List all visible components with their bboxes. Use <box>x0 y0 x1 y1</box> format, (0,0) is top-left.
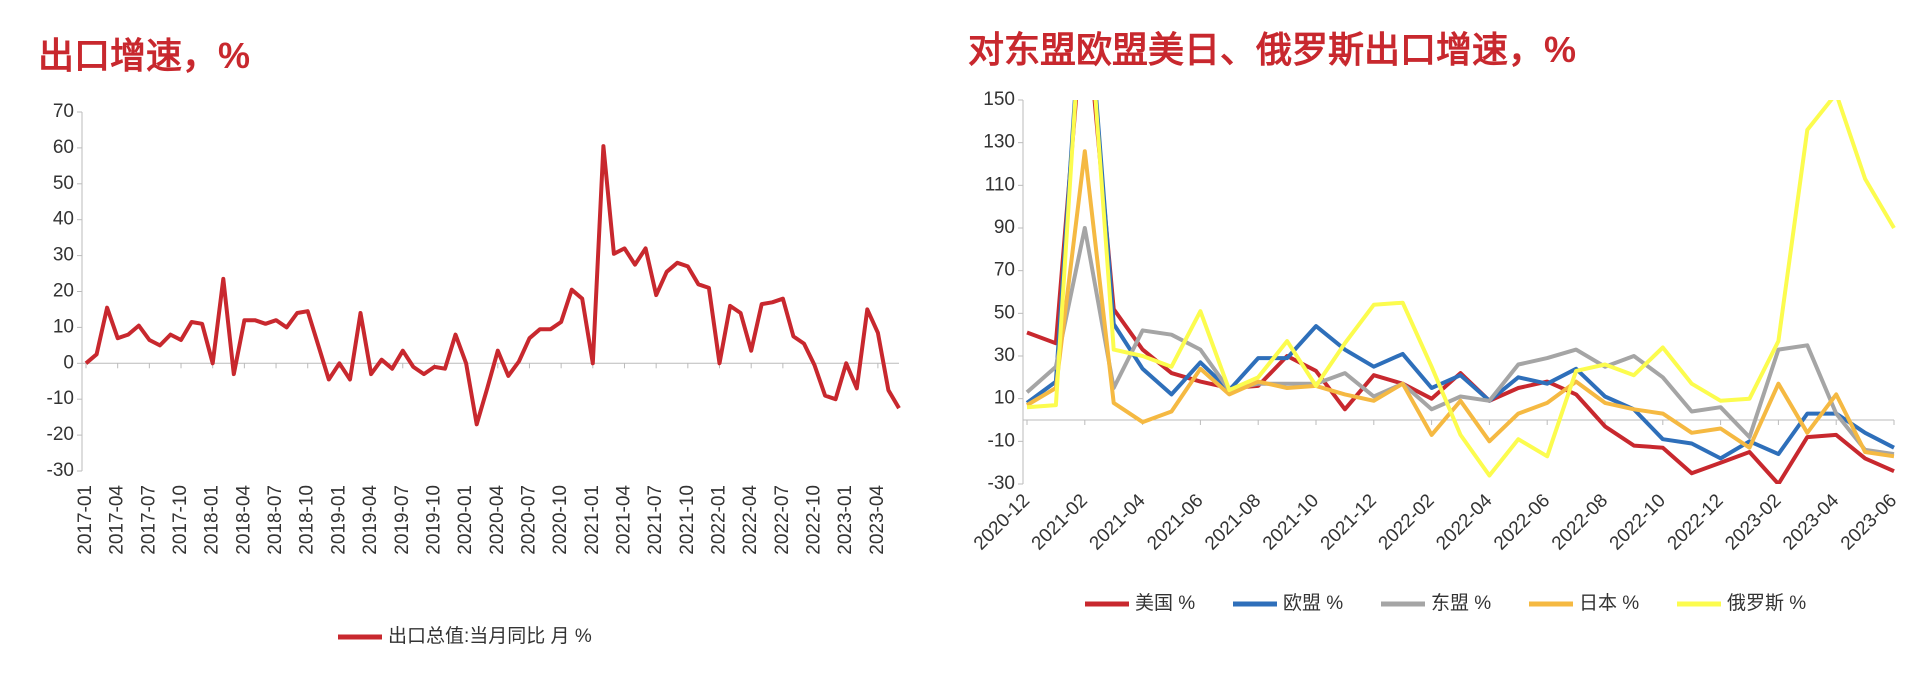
x-tick-label: 2021-10 <box>1259 490 1323 554</box>
x-tick-label: 2020-07 <box>518 485 539 555</box>
y-tick-label: 70 <box>53 101 74 122</box>
x-tick-label: 2022-08 <box>1548 490 1612 554</box>
x-tick-label: 2019-10 <box>423 485 444 555</box>
y-tick-label: 60 <box>53 137 74 158</box>
x-tick-label: 2022-02 <box>1375 490 1439 554</box>
x-tick-label: 2021-10 <box>677 485 698 555</box>
x-tick-label: 2017-07 <box>138 485 159 555</box>
x-tick-label: 2017-01 <box>75 485 96 555</box>
x-tick-label: 2022-10 <box>804 485 825 555</box>
y-tick-label: 40 <box>53 209 74 230</box>
x-tick-label: 2022-04 <box>740 485 761 555</box>
data-line <box>84 144 901 427</box>
chart-title: 对东盟欧盟美日、俄罗斯出口增速，% <box>968 29 1576 70</box>
data-line <box>1026 100 1895 484</box>
x-tick-label: 2023-01 <box>835 485 856 555</box>
x-tick-label: 2023-02 <box>1721 490 1785 554</box>
x-tick-label: 2017-04 <box>107 485 128 555</box>
x-tick-label: 2021-07 <box>645 485 666 555</box>
x-tick-label: 2018-01 <box>202 485 223 555</box>
y-tick-label: -30 <box>47 460 74 481</box>
x-tick-label: 2020-10 <box>550 485 571 555</box>
y-tick-label: 150 <box>983 89 1015 110</box>
y-tick-label: -20 <box>47 424 74 445</box>
x-tick-label: 2021-01 <box>582 485 603 555</box>
x-tick-label: 2021-06 <box>1143 490 1207 554</box>
x-tick-label: 2021-08 <box>1201 490 1265 554</box>
data-line <box>1025 149 1895 459</box>
y-tick-label: 10 <box>994 388 1015 409</box>
y-tick-label: 90 <box>994 217 1015 238</box>
data-line <box>1025 100 1895 461</box>
y-tick-label: -10 <box>988 430 1015 451</box>
x-tick-label: 2023-04 <box>1779 490 1843 554</box>
x-tick-label: 2021-04 <box>1086 490 1150 554</box>
y-tick-label: 10 <box>53 316 74 337</box>
y-tick-label: 30 <box>53 245 74 266</box>
legend-label: 出口总值:当月同比 月 % <box>388 625 592 647</box>
x-tick-label: 2022-06 <box>1490 490 1554 554</box>
data-line <box>1025 226 1895 457</box>
x-tick-label: 2022-07 <box>772 485 793 555</box>
data-line <box>1026 100 1896 478</box>
x-tick-label: 2019-01 <box>328 485 349 555</box>
y-tick-label: 20 <box>53 281 74 302</box>
y-tick-label: 0 <box>63 352 74 373</box>
y-tick-label: 110 <box>985 174 1015 195</box>
y-tick-label: 70 <box>994 260 1015 281</box>
y-tick-label: 50 <box>53 173 74 194</box>
x-tick-label: 2020-01 <box>455 485 476 555</box>
x-tick-label: 2020-12 <box>970 490 1034 554</box>
legend-label: 日本 % <box>1579 592 1639 614</box>
y-tick-label: -30 <box>988 473 1015 494</box>
y-tick-label: 30 <box>994 345 1015 366</box>
x-tick-label: 2018-04 <box>233 485 254 555</box>
x-tick-label: 2021-04 <box>613 485 634 555</box>
x-tick-label: 2018-10 <box>297 485 318 555</box>
legend-label: 俄罗斯 % <box>1727 592 1806 614</box>
legend-label: 美国 % <box>1135 592 1195 614</box>
y-tick-label: -10 <box>47 388 74 409</box>
x-tick-label: 2022-12 <box>1664 490 1728 554</box>
x-tick-label: 2022-10 <box>1606 490 1670 554</box>
legend-label: 东盟 % <box>1431 592 1491 614</box>
x-tick-label: 2021-12 <box>1317 490 1381 554</box>
x-tick-label: 2018-07 <box>265 485 286 555</box>
x-tick-label: 2023-04 <box>867 485 888 555</box>
x-tick-label: 2021-02 <box>1028 490 1092 554</box>
x-tick-label: 2023-06 <box>1837 490 1901 554</box>
x-tick-label: 2019-04 <box>360 485 381 555</box>
legend-label: 欧盟 % <box>1283 592 1343 614</box>
x-tick-label: 2017-10 <box>170 485 191 555</box>
x-tick-label: 2022-01 <box>709 485 730 555</box>
x-tick-label: 2020-04 <box>487 485 508 555</box>
chart-title: 出口增速，% <box>38 35 250 76</box>
y-tick-label: 50 <box>994 302 1015 323</box>
y-tick-label: 130 <box>983 132 1015 153</box>
x-tick-label: 2022-04 <box>1432 490 1496 554</box>
x-tick-label: 2019-07 <box>392 485 413 555</box>
